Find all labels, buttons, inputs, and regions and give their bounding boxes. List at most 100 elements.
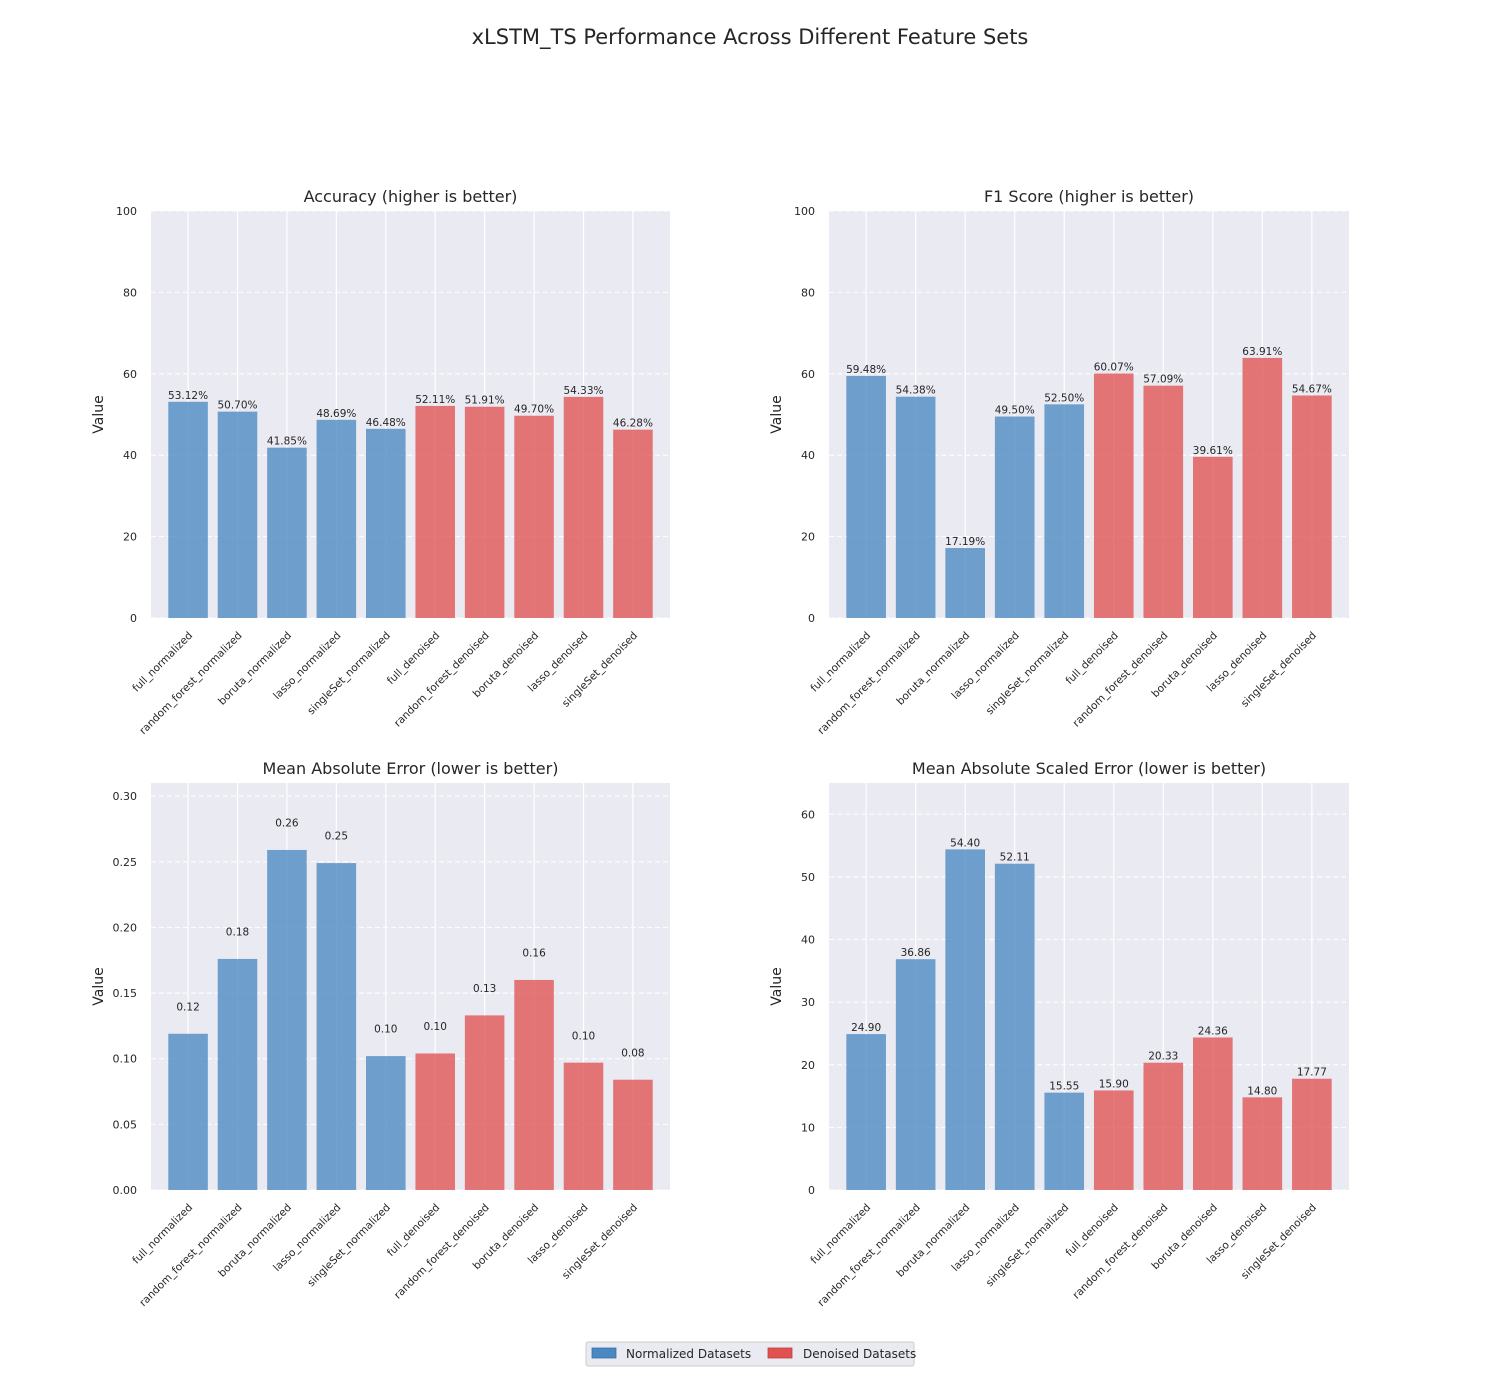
y-tick-label: 0 [808, 612, 815, 625]
y-tick-label: 0.30 [113, 790, 138, 803]
bar-value-label: 15.55 [1049, 1081, 1079, 1093]
bar-value-label: 0.10 [424, 1021, 447, 1033]
y-tick-label: 0.15 [113, 987, 138, 1000]
y-tick-label: 20 [123, 531, 137, 544]
bar-value-label: 48.69% [316, 408, 356, 420]
chart-panel-mean-absolute-error: 0.000.050.100.150.200.250.300.12full_nor… [91, 759, 670, 1309]
bar-boruta-denoised [514, 415, 554, 618]
bar-random-forest-normalized [895, 396, 936, 618]
bar-singleSet-denoised [1292, 1078, 1332, 1190]
y-axis-label: Value [769, 395, 785, 433]
chart-panel-f1-score: 02040608010059.48%full_normalized54.38%r… [769, 187, 1349, 737]
bar-full-normalized [168, 401, 208, 618]
y-tick-label: 10 [801, 1121, 815, 1134]
bar-lasso-denoised [1242, 357, 1283, 618]
bar-boruta-normalized [945, 548, 985, 618]
bar-random-forest-normalized [217, 411, 258, 618]
y-tick-label: 40 [123, 449, 137, 462]
bar-value-label: 60.07% [1094, 362, 1134, 374]
bar-value-label: 15.90 [1099, 1078, 1129, 1090]
bar-random-forest-denoised [1143, 385, 1184, 618]
bar-value-label: 24.90 [851, 1022, 881, 1034]
bar-singleSet-denoised [613, 429, 653, 618]
y-tick-label: 0.05 [113, 1118, 138, 1131]
bar-value-label: 41.85% [267, 436, 307, 448]
x-tick-label: random_forest_normalized [137, 1202, 244, 1309]
chart-panel-accuracy: 02040608010053.12%full_normalized50.70%r… [91, 187, 670, 737]
x-tick-label: singleSet_normalized [984, 630, 1072, 718]
x-tick-label: random_forest_normalized [137, 630, 244, 737]
bar-singleSet-normalized [366, 428, 406, 618]
legend-frame [585, 1341, 915, 1367]
bar-full-normalized [846, 375, 886, 618]
x-tick-label: singleSet_normalized [984, 1202, 1072, 1290]
y-tick-label: 100 [794, 205, 815, 218]
bar-value-label: 0.13 [473, 983, 496, 995]
bar-singleSet-normalized [1044, 404, 1085, 618]
bar-value-label: 54.38% [896, 385, 936, 397]
bar-value-label: 54.40 [950, 837, 980, 849]
bar-lasso-normalized [994, 416, 1035, 618]
chart-title: Mean Absolute Error (lower is better) [263, 759, 559, 778]
bar-value-label: 39.61% [1193, 445, 1233, 457]
bar-random-forest-denoised [464, 406, 505, 618]
bar-value-label: 46.28% [613, 418, 653, 430]
bar-full-denoised [415, 1053, 455, 1190]
y-tick-label: 0.20 [113, 921, 138, 934]
y-tick-label: 0.00 [113, 1184, 138, 1197]
x-tick-label: singleSet_normalized [305, 1202, 393, 1290]
bar-random-forest-normalized [217, 958, 258, 1190]
bar-value-label: 20.33 [1148, 1051, 1178, 1063]
bar-boruta-denoised [1193, 456, 1233, 618]
bar-boruta-normalized [267, 849, 307, 1190]
bar-value-label: 0.10 [572, 1030, 595, 1042]
bar-boruta-denoised [1193, 1037, 1233, 1190]
bar-full-normalized [168, 1033, 208, 1190]
bar-value-label: 0.25 [325, 831, 348, 843]
legend-label-normalized: Normalized Datasets [626, 1347, 751, 1361]
bar-value-label: 36.86 [901, 947, 931, 959]
bar-value-label: 49.70% [514, 404, 554, 416]
x-tick-label: random_forest_denoised [392, 1202, 492, 1302]
legend: Normalized Datasets Denoised Datasets [585, 1341, 916, 1367]
legend-swatch-denoised [767, 1347, 793, 1359]
bar-value-label: 24.36 [1198, 1025, 1228, 1037]
y-axis-label: Value [91, 395, 107, 433]
bar-value-label: 0.26 [275, 818, 299, 830]
bar-value-label: 52.11 [1000, 852, 1030, 864]
bar-full-normalized [846, 1034, 886, 1190]
legend-swatch-normalized [591, 1347, 617, 1359]
y-tick-label: 0.25 [113, 856, 138, 869]
bar-boruta-denoised [514, 979, 554, 1190]
y-tick-label: 20 [801, 1059, 815, 1072]
figure-title: xLSTM_TS Performance Across Different Fe… [472, 25, 1029, 50]
bar-value-label: 0.12 [176, 1001, 199, 1013]
y-tick-label: 60 [801, 368, 815, 381]
y-tick-label: 40 [801, 934, 815, 947]
y-tick-label: 30 [801, 996, 815, 1009]
bar-singleSet-normalized [366, 1056, 406, 1190]
x-tick-label: random_forest_denoised [392, 630, 492, 730]
chart-title: Accuracy (higher is better) [304, 187, 518, 206]
y-tick-label: 0.10 [113, 1053, 138, 1066]
legend-label-denoised: Denoised Datasets [803, 1347, 916, 1361]
y-tick-label: 100 [116, 205, 137, 218]
bar-value-label: 46.48% [366, 417, 406, 429]
bar-value-label: 0.16 [522, 948, 546, 960]
bar-full-denoised [1093, 373, 1134, 618]
bar-random-forest-normalized [895, 959, 936, 1190]
bar-value-label: 17.19% [945, 536, 985, 548]
chart-title: Mean Absolute Scaled Error (lower is bet… [912, 759, 1266, 778]
bar-value-label: 54.67% [1292, 383, 1332, 395]
bar-lasso-denoised [563, 396, 604, 618]
bar-random-forest-denoised [464, 1015, 505, 1190]
bar-value-label: 52.11% [415, 394, 455, 406]
y-tick-label: 50 [801, 871, 815, 884]
chart-panels: 02040608010053.12%full_normalized50.70%r… [91, 187, 1349, 1309]
bar-value-label: 14.80 [1247, 1085, 1277, 1097]
bar-random-forest-denoised [1143, 1062, 1184, 1190]
chart-title: F1 Score (higher is better) [984, 187, 1194, 206]
y-tick-label: 60 [801, 808, 815, 821]
y-tick-label: 60 [123, 368, 137, 381]
